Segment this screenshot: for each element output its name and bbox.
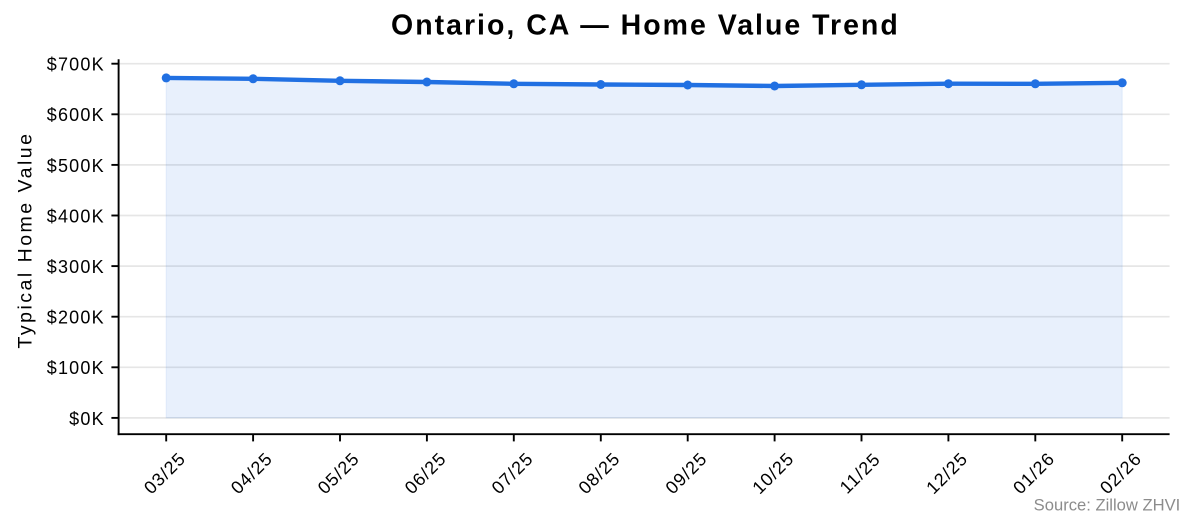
- svg-text:Ontario, CA — Home Value Trend: Ontario, CA — Home Value Trend: [391, 9, 900, 41]
- svg-text:$300K: $300K: [47, 257, 105, 277]
- svg-text:$700K: $700K: [47, 55, 105, 75]
- svg-text:$400K: $400K: [47, 206, 105, 226]
- svg-text:Typical Home Value: Typical Home Value: [15, 132, 37, 349]
- svg-text:$500K: $500K: [47, 156, 105, 176]
- svg-text:$0K: $0K: [69, 409, 105, 429]
- svg-text:$600K: $600K: [47, 105, 105, 125]
- svg-text:$200K: $200K: [47, 308, 105, 328]
- svg-text:Source: Zillow ZHVI: Source: Zillow ZHVI: [1034, 495, 1181, 514]
- svg-text:$100K: $100K: [47, 358, 105, 378]
